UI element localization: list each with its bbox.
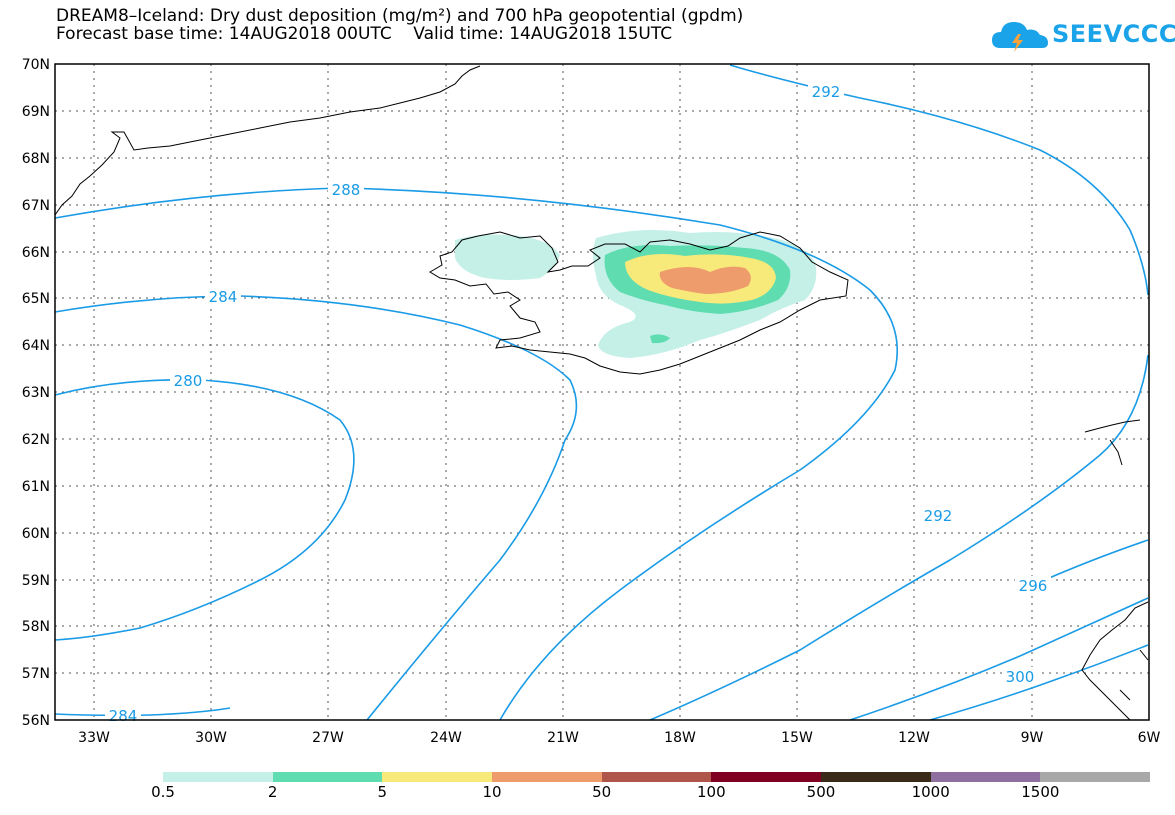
legend-swatch bbox=[273, 772, 383, 782]
legend-label: 100 bbox=[697, 783, 726, 801]
contour-284-bottom bbox=[55, 708, 230, 715]
contour-labels: 292 288 284 280 292 296 300 284 bbox=[105, 82, 1051, 725]
legend-label: 10 bbox=[482, 783, 501, 801]
lon-label: 9W bbox=[1021, 730, 1044, 746]
contour-label: 300 bbox=[1006, 668, 1035, 686]
lon-label: 21W bbox=[547, 730, 579, 746]
contour-label: 288 bbox=[332, 181, 361, 199]
lat-label: 65N bbox=[22, 291, 50, 307]
legend-swatch bbox=[711, 772, 821, 782]
lon-label: 15W bbox=[781, 730, 813, 746]
legend-swatch bbox=[382, 772, 492, 782]
contour-label: 280 bbox=[174, 372, 203, 390]
contour-label: 292 bbox=[924, 507, 953, 525]
lat-label: 67N bbox=[22, 198, 50, 214]
legend-label: 2 bbox=[268, 783, 278, 801]
legend-label: 1500 bbox=[1021, 783, 1059, 801]
contour-284 bbox=[55, 296, 576, 720]
legend-label: 1000 bbox=[912, 783, 950, 801]
lon-label: 18W bbox=[664, 730, 696, 746]
contour-label: 284 bbox=[209, 288, 238, 306]
lat-label: 69N bbox=[22, 104, 50, 120]
contour-label: 292 bbox=[812, 83, 841, 101]
contour-292-south bbox=[650, 355, 1148, 720]
lat-label: 66N bbox=[22, 245, 50, 261]
legend-label: 500 bbox=[807, 783, 836, 801]
contour-label: 284 bbox=[109, 707, 138, 725]
lon-label: 12W bbox=[898, 730, 930, 746]
legend-swatch bbox=[821, 772, 931, 782]
lat-label: 62N bbox=[22, 432, 50, 448]
legend-swatch bbox=[492, 772, 602, 782]
lon-label: 30W bbox=[195, 730, 227, 746]
forecast-map: 292 288 284 280 292 296 300 284 70N 69N … bbox=[0, 0, 1175, 815]
lat-label: 64N bbox=[22, 338, 50, 354]
lon-label: 6W bbox=[1138, 730, 1161, 746]
longitude-labels: 33W 30W 27W 24W 21W 18W 15W 12W 9W 6W bbox=[78, 730, 1160, 746]
lat-label: 68N bbox=[22, 151, 50, 167]
legend-swatch bbox=[1040, 772, 1150, 782]
gridlines bbox=[55, 64, 1149, 720]
color-legend bbox=[163, 772, 1150, 782]
coastlines bbox=[55, 66, 1148, 720]
greenland-coast bbox=[55, 66, 480, 215]
lat-label: 57N bbox=[22, 666, 50, 682]
lon-label: 27W bbox=[312, 730, 344, 746]
contour-300 bbox=[930, 645, 1148, 720]
contour-280 bbox=[55, 380, 354, 640]
lat-label: 59N bbox=[22, 573, 50, 589]
lat-label: 70N bbox=[22, 57, 50, 73]
lon-label: 24W bbox=[430, 730, 462, 746]
legend-swatch bbox=[931, 772, 1041, 782]
legend-swatch bbox=[602, 772, 712, 782]
legend-label: 5 bbox=[378, 783, 388, 801]
lat-label: 56N bbox=[22, 713, 50, 729]
legend-label: 50 bbox=[592, 783, 611, 801]
lat-label: 60N bbox=[22, 526, 50, 542]
scotland-coast bbox=[1082, 602, 1148, 720]
lat-label: 61N bbox=[22, 479, 50, 495]
lat-label: 58N bbox=[22, 619, 50, 635]
legend-swatch bbox=[163, 772, 273, 782]
contour-label: 296 bbox=[1019, 577, 1048, 595]
latitude-labels: 70N 69N 68N 67N 66N 65N 64N 63N 62N 61N … bbox=[22, 57, 50, 729]
lat-label: 63N bbox=[22, 385, 50, 401]
dust-shade-0_5-west bbox=[455, 235, 560, 280]
legend-label: 0.5 bbox=[151, 783, 175, 801]
lon-label: 33W bbox=[78, 730, 110, 746]
